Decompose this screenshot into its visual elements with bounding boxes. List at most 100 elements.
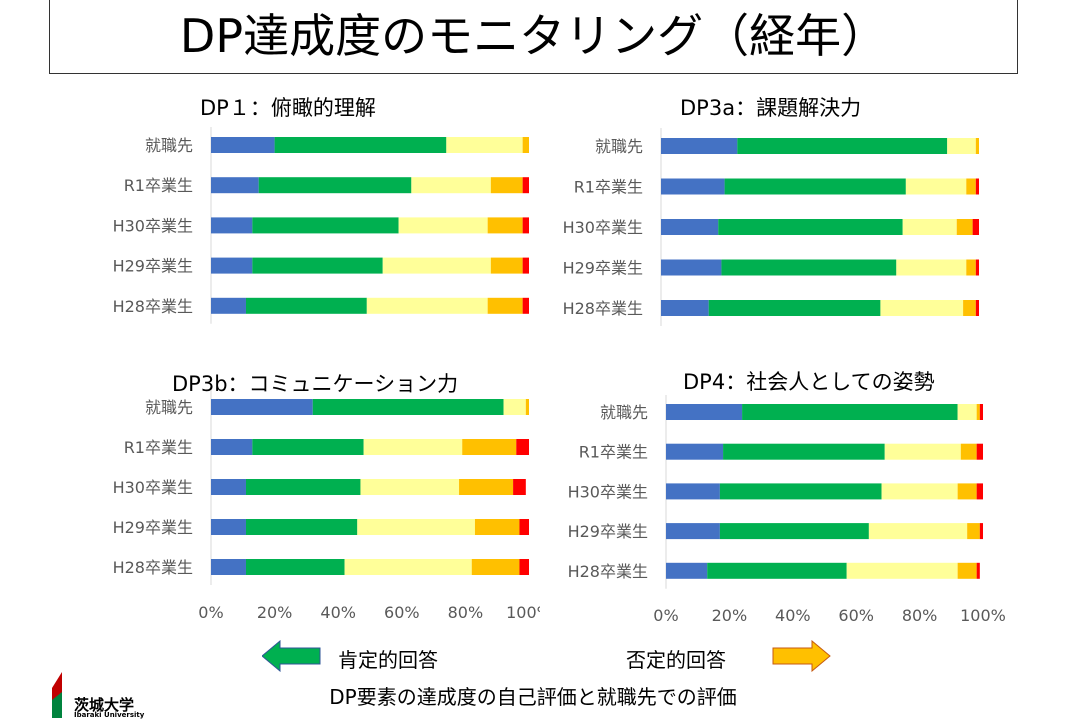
bar-segment bbox=[718, 219, 903, 235]
bar-segment bbox=[975, 259, 979, 276]
bar-segment bbox=[719, 523, 869, 540]
x-tick-label: 60% bbox=[384, 603, 420, 622]
bar-segment bbox=[245, 297, 367, 314]
bar-segment bbox=[972, 219, 979, 235]
bar-segment bbox=[966, 259, 976, 276]
bar-segment bbox=[719, 483, 882, 500]
bar-segment bbox=[459, 479, 514, 495]
bar-segment bbox=[721, 259, 897, 276]
category-label: H29卒業生 bbox=[113, 518, 193, 537]
category-label: R1卒業生 bbox=[124, 438, 193, 457]
category-label: H28卒業生 bbox=[563, 299, 643, 318]
bar-segment bbox=[516, 439, 529, 455]
bar-segment bbox=[967, 523, 980, 540]
category-label: H28卒業生 bbox=[113, 558, 193, 577]
x-tick-label: 0% bbox=[653, 606, 678, 625]
bar-segment bbox=[975, 138, 979, 154]
bar-segment bbox=[474, 519, 520, 535]
bar-segment bbox=[366, 297, 488, 314]
category-label: R1卒業生 bbox=[124, 176, 193, 195]
category-label: H29卒業生 bbox=[568, 522, 648, 541]
university-logo-icon bbox=[52, 672, 62, 718]
bar-segment bbox=[245, 519, 358, 535]
bar-segment bbox=[398, 217, 488, 234]
category-label: H29卒業生 bbox=[563, 259, 643, 278]
chart-dp3b: 就職先 R1卒業生 H30卒業生 H29卒業生 H28卒業生 0% 20% 40% 60% 80%… bbox=[113, 390, 540, 622]
category-label: H30卒業生 bbox=[113, 478, 193, 497]
bar-segment bbox=[661, 219, 719, 235]
bar-segment bbox=[661, 300, 709, 316]
bar-segment bbox=[661, 138, 738, 154]
bar-segment bbox=[274, 137, 447, 153]
bar-segment bbox=[503, 399, 526, 415]
bar-segment bbox=[522, 217, 529, 234]
bar-segment bbox=[957, 404, 977, 420]
legend-positive-label: 肯定的回答 bbox=[338, 648, 438, 672]
bar-segment bbox=[868, 523, 968, 540]
bar-segment bbox=[525, 399, 529, 415]
category-label: R1卒業生 bbox=[579, 443, 648, 462]
chart-title-dp3a: DP3a：課題解決力 bbox=[680, 96, 862, 120]
bar-segment bbox=[211, 137, 275, 153]
bar-segment bbox=[522, 137, 529, 153]
bar-segment bbox=[979, 523, 983, 540]
bar-segment bbox=[513, 479, 526, 495]
chart-title-dp1: DP１：俯瞰的理解 bbox=[200, 96, 376, 120]
bar-segment bbox=[881, 483, 958, 500]
bar-segment bbox=[487, 297, 523, 314]
x-tick-label: 40% bbox=[320, 603, 356, 622]
bar-segment bbox=[975, 178, 979, 195]
bar-segment bbox=[902, 219, 957, 235]
bar-segment bbox=[846, 562, 958, 579]
bar-segment bbox=[252, 257, 383, 274]
bar-segment bbox=[211, 479, 246, 495]
bar-segment bbox=[245, 479, 361, 495]
bar-segment bbox=[905, 178, 967, 195]
bar-segment bbox=[357, 519, 475, 535]
bar-segment bbox=[979, 404, 983, 420]
bar-segment bbox=[490, 257, 523, 274]
chart-dp4: 就職先 R1卒業生 H30卒業生 H29卒業生 H28卒業生 0% 20% 40% 60% 80%… bbox=[568, 395, 1005, 625]
chart-title-dp3b: DP3b：コミュニケーション力 bbox=[172, 372, 459, 396]
bar-segment bbox=[411, 177, 491, 194]
bar-segment bbox=[896, 259, 967, 276]
bar-segment bbox=[211, 559, 246, 575]
right-arrow-icon bbox=[772, 640, 831, 672]
bar-segment bbox=[976, 404, 980, 420]
bar-segment bbox=[258, 177, 412, 194]
bar-segment bbox=[211, 257, 253, 274]
category-label: R1卒業生 bbox=[574, 178, 643, 197]
bar-segment bbox=[522, 257, 529, 274]
title-box: DP達成度のモニタリング（経年） bbox=[49, 0, 1018, 74]
bar-segment bbox=[252, 217, 399, 234]
bar-segment bbox=[471, 559, 520, 575]
bar-segment bbox=[666, 404, 743, 420]
category-label: H30卒業生 bbox=[568, 482, 648, 501]
page-title: DP達成度のモニタリング（経年） bbox=[179, 9, 888, 63]
chart-dp1: 就職先 R1卒業生 H30卒業生 H29卒業生 H28卒業生 bbox=[113, 127, 529, 324]
bar-segment bbox=[344, 559, 472, 575]
category-label: H29卒業生 bbox=[113, 257, 193, 276]
x-tick-label: 0% bbox=[198, 603, 223, 622]
bar-segment bbox=[957, 562, 977, 579]
bar-segment bbox=[252, 439, 364, 455]
bar-segment bbox=[522, 297, 529, 314]
bar-segment bbox=[742, 404, 958, 420]
category-label: 就職先 bbox=[600, 403, 648, 422]
bar-segment bbox=[661, 178, 725, 195]
bar-segment bbox=[211, 399, 313, 415]
category-label: H28卒業生 bbox=[568, 562, 648, 581]
bar-segment bbox=[211, 297, 246, 314]
bar-segment bbox=[211, 519, 246, 535]
bar-segment bbox=[737, 138, 948, 154]
bar-segment bbox=[363, 439, 463, 455]
bar-segment bbox=[519, 519, 529, 535]
bar-segment bbox=[245, 559, 345, 575]
bar-segment bbox=[661, 259, 722, 276]
bar-segment bbox=[956, 219, 973, 235]
bar-segment bbox=[312, 399, 504, 415]
logo-name: 茨城大学 bbox=[74, 696, 135, 714]
bar-segment bbox=[957, 483, 977, 500]
x-tick-label: 60% bbox=[838, 606, 874, 625]
logo-subtitle: Ibaraki University bbox=[74, 711, 145, 719]
